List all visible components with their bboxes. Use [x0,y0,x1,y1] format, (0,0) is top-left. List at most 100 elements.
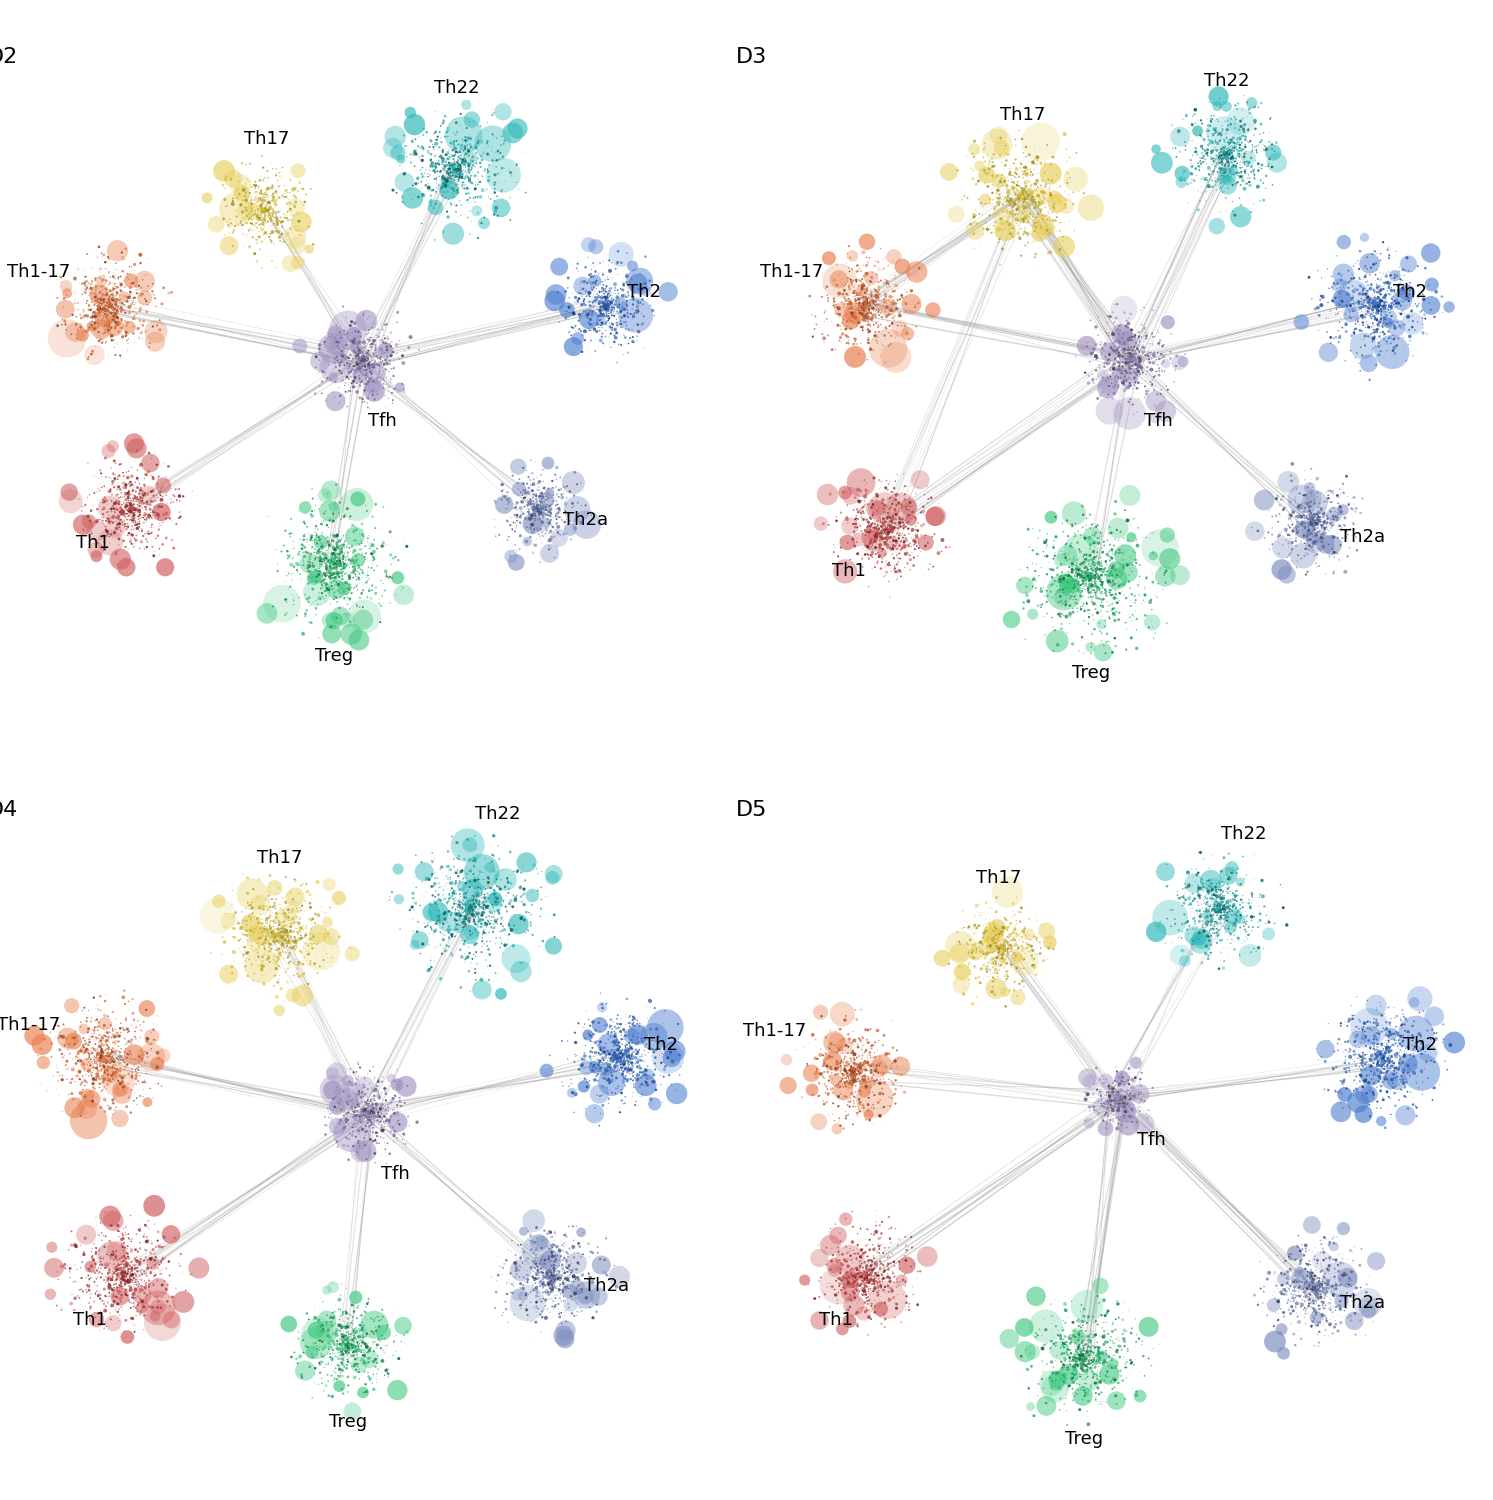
Point [1035,134,1059,158]
Point [1171,162,1194,186]
Point [467,129,491,153]
Point [1014,188,1038,211]
Point [1054,622,1078,646]
Point [473,882,497,906]
Point [109,274,133,298]
Point [987,938,1011,962]
Point [446,130,470,154]
Point [900,526,924,550]
Point [1066,1366,1090,1390]
Point [876,1204,900,1228]
Point [863,254,887,278]
Point [829,1230,853,1254]
Point [1315,1268,1339,1292]
Point [266,207,290,231]
Point [1374,1028,1397,1051]
Point [258,900,282,924]
Point [64,327,88,351]
Point [1357,291,1381,315]
Point [143,526,167,550]
Point [248,225,272,249]
Point [349,358,373,382]
Point [1362,1062,1386,1086]
Point [1369,291,1393,315]
Point [1315,320,1339,344]
Point [1272,1278,1296,1302]
Point [1312,1276,1336,1300]
Point [853,1268,876,1292]
Point [530,1269,554,1293]
Point [1065,1338,1088,1362]
Point [1303,543,1327,567]
Point [1187,898,1211,922]
Point [315,572,339,596]
Point [349,1304,373,1328]
Point [106,483,130,507]
Point [154,483,178,507]
Point [990,926,1014,950]
Point [890,285,914,309]
Point [1200,843,1224,867]
Point [263,206,287,230]
Point [557,296,581,320]
Point [1208,894,1232,918]
Point [93,1022,116,1046]
Point [1199,886,1223,910]
Point [1005,956,1029,980]
Point [1396,1059,1420,1083]
Point [1353,264,1377,288]
Point [1218,150,1242,174]
Point [1100,1077,1124,1101]
Point [984,186,1008,210]
Point [466,130,490,154]
Point [1290,1288,1314,1312]
Point [1384,280,1408,304]
Point [321,550,345,574]
Point [87,324,110,348]
Point [602,1050,626,1074]
Point [106,1257,130,1281]
Point [594,1036,618,1060]
Point [629,1048,652,1072]
Point [851,297,875,321]
Point [352,1126,376,1150]
Point [345,351,369,375]
Point [476,134,500,158]
Point [452,138,476,162]
Point [452,166,476,190]
Point [1303,1293,1327,1317]
Point [1091,1071,1115,1095]
Point [1221,135,1245,159]
Point [309,1318,333,1342]
Point [820,1250,844,1274]
Point [1317,483,1341,507]
Point [106,1022,130,1046]
Point [1050,540,1073,564]
Point [1126,344,1150,368]
Point [376,1358,400,1382]
Point [841,1072,864,1096]
Point [455,892,479,916]
Point [100,291,124,315]
Point [529,888,552,912]
Point [331,532,355,556]
Point [131,314,155,338]
Point [1108,1346,1132,1370]
Point [66,268,90,292]
Point [88,984,112,1008]
Point [915,474,939,498]
Point [1176,172,1200,196]
Point [325,1318,349,1342]
Point [839,1060,863,1084]
Point [364,1131,388,1155]
Point [621,1060,645,1084]
Point [136,1256,160,1280]
Point [1053,568,1076,592]
Point [1374,1116,1397,1140]
Point [839,1288,863,1312]
Point [452,909,476,933]
Point [570,1053,594,1077]
Point [73,266,97,290]
Point [470,896,494,920]
Point [417,140,440,164]
